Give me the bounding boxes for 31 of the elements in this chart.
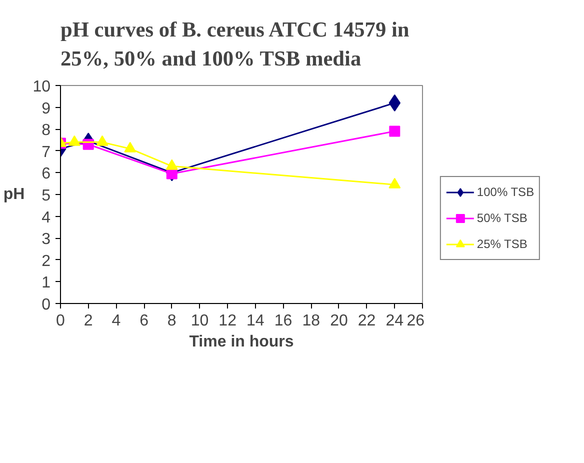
x-tick-label: 16 — [274, 312, 292, 330]
x-tick-label: 2 — [84, 312, 93, 330]
y-tick-label: 1 — [42, 274, 51, 292]
y-tick-label: 10 — [32, 78, 51, 96]
x-tick-label: 0 — [56, 312, 66, 330]
x-tick-label: 10 — [190, 312, 209, 330]
y-tick-label: 5 — [42, 188, 51, 204]
y-tick-label: 7 — [42, 144, 51, 161]
x-tick-label: 22 — [358, 312, 376, 330]
x-tick-label: 14 — [246, 312, 264, 330]
y-tick-label: 9 — [42, 100, 51, 118]
x-tick-label: 20 — [330, 312, 348, 330]
y-axis-title: pH — [3, 186, 25, 203]
y-tick-label: 8 — [42, 122, 51, 140]
legend-label: 100% TSB — [476, 184, 534, 198]
y-tick-label: 6 — [42, 166, 51, 183]
y-tick-label: 2 — [42, 252, 51, 270]
legend-label: 50% TSB — [476, 210, 528, 224]
chart-title: pH curves of B. cereus ATCC 14579 in 25%, 50% and 100% TSB media — [60, 18, 410, 70]
y-tick-label: 0 — [42, 296, 51, 314]
x-tick-label: 12 — [218, 312, 237, 330]
x-tick-label: 4 — [112, 312, 121, 330]
x-tick-label: 6 — [140, 312, 149, 330]
x-tick-label: 18 — [302, 312, 320, 330]
y-tick-label: 4 — [42, 209, 51, 226]
x-tick-label: 26 — [406, 312, 425, 330]
x-tick-label: 24 — [386, 312, 404, 330]
x-tick-label: 8 — [167, 312, 176, 330]
x-axis-title: Time in hours — [189, 334, 294, 350]
y-tick-label: 3 — [42, 231, 51, 248]
legend-label: 25% TSB — [476, 236, 528, 250]
